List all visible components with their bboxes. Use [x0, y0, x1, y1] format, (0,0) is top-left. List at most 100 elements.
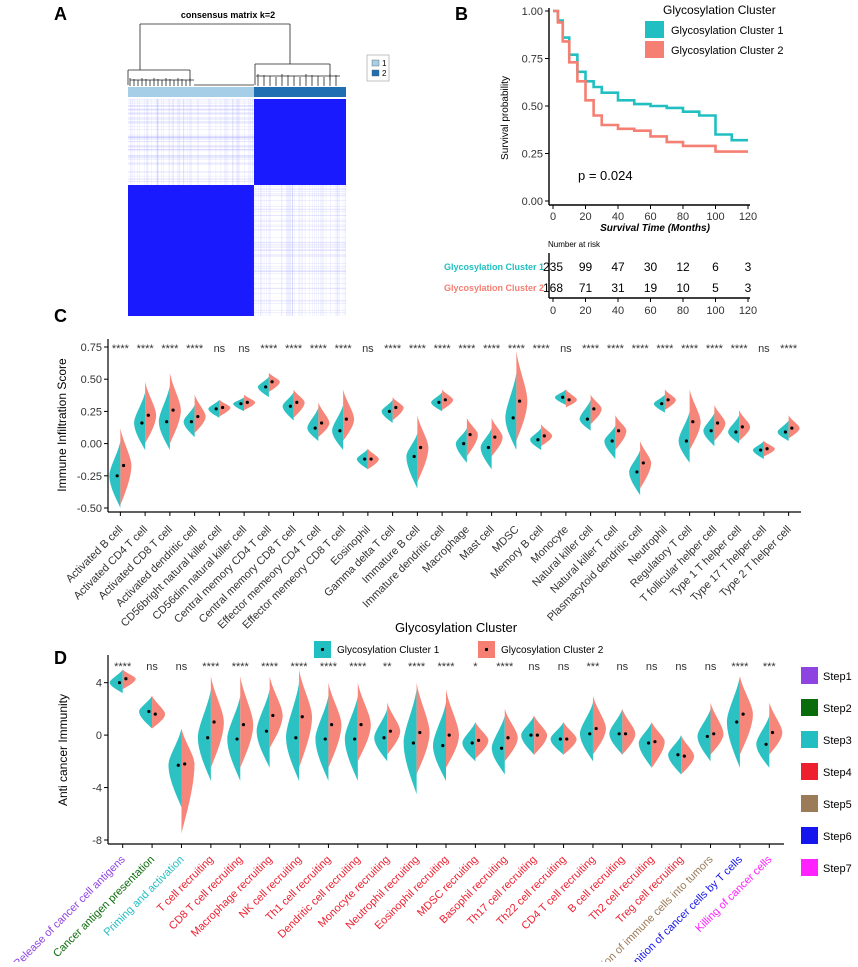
km-curves	[553, 9, 748, 153]
step-legend-swatch	[801, 667, 818, 684]
violin-cluster1	[703, 412, 715, 447]
d-ylabel: Anti cancer Immunity	[56, 694, 70, 806]
step-legend-label: Step3	[823, 735, 852, 747]
violin-median-dot	[585, 417, 590, 421]
violin-median-dot	[418, 730, 422, 735]
step-legend-swatch	[801, 763, 818, 780]
significance-label: ns	[176, 661, 188, 673]
violin-median-dot	[666, 398, 670, 402]
c-legend-dot-1	[320, 647, 325, 652]
violin-cluster2	[343, 389, 355, 442]
c-legend-label-2: Glycosylation Cluster 2	[501, 645, 604, 656]
significance-label: ns	[617, 661, 629, 673]
c-legend-dot-2	[484, 647, 489, 652]
violin-cluster2	[769, 702, 783, 755]
violin-cluster1	[307, 407, 319, 442]
significance-label: ****	[437, 661, 455, 673]
violin-cluster2	[640, 441, 652, 489]
violin-median-dot	[542, 434, 546, 438]
significance-label: ****	[232, 661, 250, 673]
significance-label: ****	[632, 343, 650, 355]
km-legend-label-1: Glycosylation Cluster 1	[671, 25, 784, 37]
violin-median-dot	[759, 448, 763, 452]
km-ylabel: Survival probability	[500, 76, 511, 160]
violin-cluster1	[233, 397, 245, 412]
violin-cluster2	[788, 415, 800, 439]
heatmap-block-bottom-left	[128, 185, 254, 316]
km-ytick-label: 0.25	[522, 149, 543, 161]
violin-median-dot	[288, 404, 293, 408]
significance-label: ****	[285, 343, 303, 355]
violin-median-dot	[592, 407, 596, 411]
violin-cluster1	[208, 399, 220, 418]
violin-cluster2	[466, 417, 478, 457]
violin-median-dot	[441, 744, 445, 748]
panel-letter-a: A	[54, 4, 67, 24]
violin-cluster1	[726, 676, 740, 768]
heatmap-dendrogram	[127, 23, 340, 86]
step-legend-label: Step2	[823, 703, 852, 715]
violin-cluster2	[367, 448, 379, 470]
violin-cluster1	[109, 669, 123, 694]
violin-median-dot	[470, 741, 474, 745]
heatmap-legend: 1 2	[366, 54, 390, 82]
violin-median-dot	[176, 763, 180, 767]
violin-cluster1	[286, 682, 300, 781]
step-legend-label: Step4	[823, 767, 852, 779]
significance-label: ****	[706, 343, 724, 355]
violin-cluster2	[181, 728, 195, 834]
violin-cluster1	[257, 376, 269, 398]
violin-median-dot	[715, 421, 720, 425]
significance-label: ****	[458, 343, 476, 355]
significance-label: ****	[137, 343, 155, 355]
significance-label: ****	[290, 661, 308, 673]
violin-cluster1	[653, 394, 665, 413]
km-ytick-label: 1.00	[522, 6, 543, 18]
violin-cluster1	[554, 389, 566, 405]
significance-label: ***	[587, 661, 601, 673]
significance-label: ns	[558, 661, 570, 673]
km-xtick-label: 20	[579, 211, 591, 223]
violin-median-dot	[171, 408, 175, 412]
violin-median-dot	[344, 417, 348, 421]
risk-xtick-label: 100	[706, 305, 724, 317]
violin-median-dot	[567, 398, 571, 402]
ytick-label: 0	[96, 730, 102, 742]
c-legend-title: Glycosylation Cluster	[395, 620, 518, 635]
violin-median-dot	[561, 395, 565, 399]
violin-median-dot	[476, 738, 481, 742]
violin-cluster2	[534, 715, 548, 755]
violin-median-dot	[271, 713, 275, 718]
violin-median-dot	[121, 463, 126, 468]
risk-value: 168	[543, 281, 563, 295]
violin-median-dot	[443, 398, 447, 402]
violin-cluster2	[145, 381, 157, 444]
violin-median-dot	[565, 737, 569, 741]
violin-cluster2	[194, 394, 206, 434]
violin-median-dot	[529, 733, 533, 737]
panel-a-consensus-heatmap: consensus matrix k=2 1 2	[127, 10, 390, 316]
violin-cluster2	[763, 441, 775, 457]
violin-median-dot	[206, 736, 210, 740]
significance-label: ns	[705, 661, 717, 673]
ytick-label: 0.75	[81, 342, 102, 354]
panel-b-survival: Survival probability 0.00 0.25 0.50 0.75 1.0…	[444, 3, 784, 317]
violin-cluster1	[227, 695, 241, 781]
violin-cluster2	[615, 415, 627, 451]
km-xtick-label: 40	[612, 211, 624, 223]
violin-cluster1	[638, 722, 652, 768]
violin-cluster2	[122, 669, 136, 690]
violin-cluster1	[579, 702, 593, 762]
panel-c-immune-infiltration: Immune Infiltration Score -0.50 -0.25 0.00…	[55, 339, 801, 658]
km-xlabel: Survival Time (Months)	[600, 223, 711, 234]
violin-cluster1	[406, 433, 418, 489]
violin-cluster1	[697, 708, 711, 762]
panel-letter-b: B	[455, 4, 468, 24]
violin-median-dot	[382, 736, 386, 740]
significance-label: ****	[434, 343, 452, 355]
violin-median-dot	[212, 720, 216, 724]
risk-xtick-label: 120	[739, 305, 757, 317]
violin-median-dot	[588, 732, 592, 736]
violin-cluster1	[521, 715, 535, 755]
d-step-legend: Step1 Step2 Step3 Step4 Step5 Step6 Step7	[801, 667, 852, 876]
